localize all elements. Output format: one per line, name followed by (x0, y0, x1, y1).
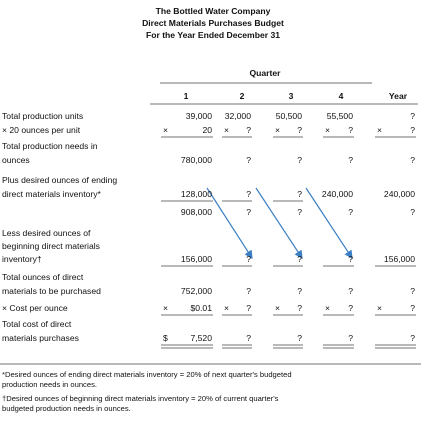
cell-value: ? (246, 303, 251, 313)
cell-value: 156,000 (384, 254, 415, 264)
cell-value: ? (297, 333, 302, 343)
arrow (206, 187, 253, 260)
cell-value: 20 (202, 125, 212, 135)
cell-value: 39,000 (186, 111, 213, 121)
footnote: production needs in ounces. (2, 380, 97, 389)
cell-value: 908,000 (181, 207, 212, 217)
cell-operator: × (224, 303, 229, 313)
cell-value: 50,500 (276, 111, 303, 121)
cell-value: ? (297, 125, 302, 135)
cell-value: ? (297, 189, 302, 199)
cell-value: ? (246, 286, 251, 296)
cell-value: ? (246, 333, 251, 343)
cell-value: 7,520 (190, 333, 212, 343)
cell-value: ? (410, 303, 415, 313)
cell-value: ? (348, 155, 353, 165)
row-label: Total production needs in (2, 141, 98, 151)
cell-value: 156,000 (181, 254, 212, 264)
cell-value: ? (410, 155, 415, 165)
column-header: 4 (339, 91, 344, 101)
cell-value: ? (348, 207, 353, 217)
cell-value: ? (297, 207, 302, 217)
row-label: × Cost per ounce (2, 303, 68, 313)
footnote: budgeted production needs in ounces. (2, 404, 131, 413)
cell-value: ? (410, 286, 415, 296)
cell-value: ? (348, 303, 353, 313)
cell-value: 55,500 (327, 111, 354, 121)
cell-value: ? (246, 189, 251, 199)
row-label: Total production units (2, 111, 83, 121)
title: For the Year Ended December 31 (146, 30, 280, 40)
cell-operator: × (163, 125, 168, 135)
cell-value: ? (348, 254, 353, 264)
column-header: Year (389, 91, 408, 101)
cell-value: ? (297, 286, 302, 296)
cell-value: ? (297, 155, 302, 165)
cell-value: 128,000 (181, 189, 212, 199)
cell-value: 780,000 (181, 155, 212, 165)
footnote: *Desired ounces of ending direct materia… (2, 370, 292, 379)
cell-value: 240,000 (384, 189, 415, 199)
column-header: 2 (240, 91, 245, 101)
cell-value: ? (246, 125, 251, 135)
row-label: × 20 ounces per unit (2, 125, 81, 135)
cell-operator: × (275, 125, 280, 135)
cell-value: ? (246, 155, 251, 165)
cell-value: ? (246, 207, 251, 217)
cell-operator: × (325, 125, 330, 135)
cell-operator: × (377, 125, 382, 135)
cell-value: ? (410, 207, 415, 217)
cell-operator: × (275, 303, 280, 313)
row-label: beginning direct materials (2, 241, 100, 251)
arrow (255, 187, 303, 260)
title: Direct Materials Purchases Budget (142, 18, 284, 28)
row-label: Plus desired ounces of ending (2, 175, 117, 185)
row-label: Total cost of direct (2, 319, 72, 329)
cell-operator: × (325, 303, 330, 313)
cell-value: ? (297, 303, 302, 313)
cell-operator: $ (163, 333, 168, 343)
row-label: direct materials inventory* (2, 189, 102, 199)
row-label: Total ounces of direct (2, 272, 84, 282)
row-label: ounces (2, 155, 30, 165)
cell-value: 752,000 (181, 286, 212, 296)
cell-operator: × (377, 303, 382, 313)
cell-value: 32,000 (225, 111, 252, 121)
cell-value: 240,000 (322, 189, 353, 199)
cell-value: ? (410, 111, 415, 121)
cell-value: ? (410, 125, 415, 135)
cell-value: ? (297, 254, 302, 264)
cell-operator: × (224, 125, 229, 135)
column-header: 3 (289, 91, 294, 101)
cell-operator: × (163, 303, 168, 313)
cell-value: ? (348, 333, 353, 343)
cell-value: ? (348, 286, 353, 296)
arrow (305, 187, 353, 260)
cell-value: ? (410, 333, 415, 343)
row-label: materials purchases (2, 333, 79, 343)
title: The Bottled Water Company (156, 6, 271, 16)
cell-value: $0.01 (190, 303, 212, 313)
group-header: Quarter (249, 68, 281, 78)
cell-value: ? (246, 254, 251, 264)
row-label: Less desired ounces of (2, 228, 91, 238)
row-label: inventory† (2, 254, 42, 264)
cell-value: ? (348, 125, 353, 135)
column-header: 1 (184, 91, 189, 101)
footnote: †Desired ounces of beginning direct mate… (2, 394, 279, 403)
row-label: materials to be purchased (2, 286, 101, 296)
